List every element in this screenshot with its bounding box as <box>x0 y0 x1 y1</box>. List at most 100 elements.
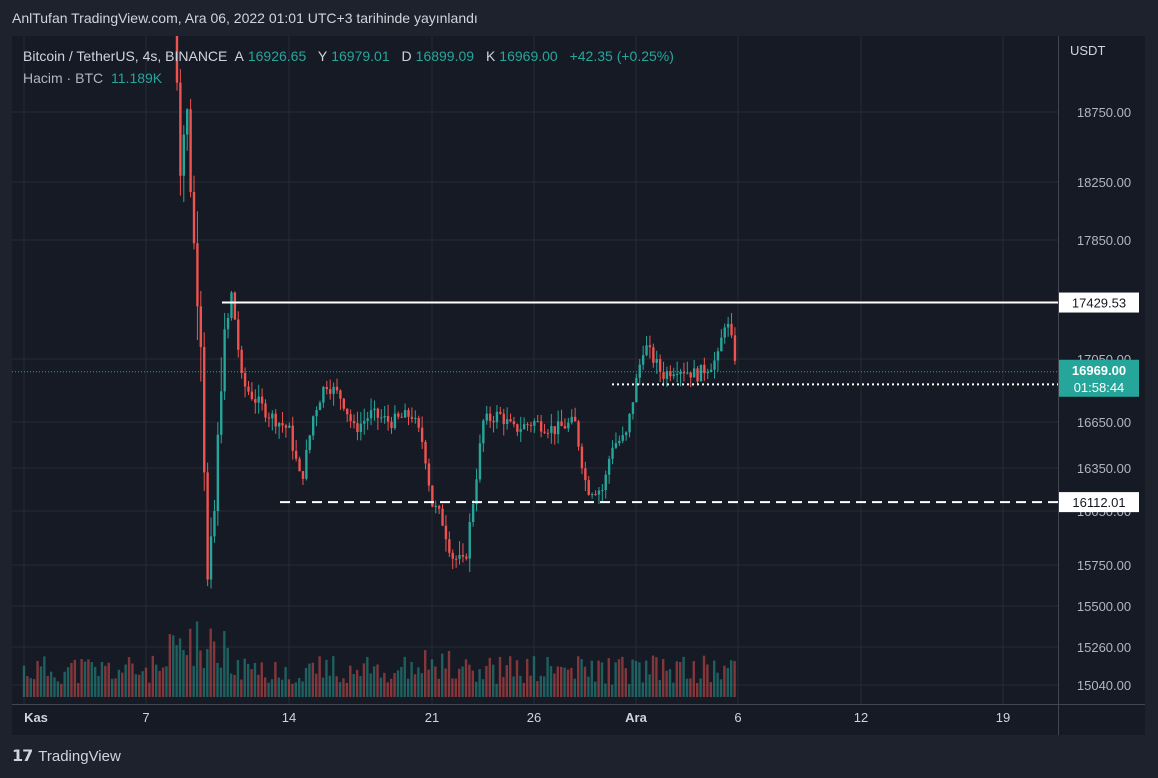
volume-bar <box>178 638 182 697</box>
candle-body <box>230 292 233 318</box>
volume-bar <box>308 663 311 697</box>
candle-body <box>570 416 573 423</box>
candle-body <box>386 415 390 422</box>
volume-bar <box>212 641 216 697</box>
candle-body <box>380 417 383 419</box>
volume-bar <box>260 662 263 697</box>
candle-body <box>267 417 271 419</box>
candle-body <box>604 474 607 491</box>
volume-bar <box>355 669 359 697</box>
candle-body <box>410 416 414 419</box>
volume-bar <box>199 650 202 697</box>
candle-body <box>339 390 342 399</box>
volume-row: Hacim · BTC 11.189K <box>23 67 678 89</box>
candle-body <box>444 525 448 540</box>
candle-body <box>223 329 226 392</box>
candle-body <box>359 423 363 433</box>
candle-body <box>675 374 679 376</box>
volume-bar <box>192 665 195 697</box>
candle-body <box>638 364 641 378</box>
candle-body <box>587 480 590 495</box>
volume-bar <box>675 661 678 697</box>
high-label: Y <box>317 48 328 64</box>
volume-bar <box>529 675 532 697</box>
candle-body <box>383 415 386 418</box>
volume-bar <box>383 672 386 697</box>
volume-bar <box>451 678 454 697</box>
low-label: D <box>401 48 412 64</box>
candle-body <box>277 423 281 427</box>
y-tick-label: 18250.00 <box>1077 175 1131 190</box>
y-tick-label: 15500.00 <box>1077 599 1131 614</box>
volume-bar <box>634 660 638 697</box>
candle-body <box>329 389 332 394</box>
volume-bar <box>376 664 379 697</box>
volume-bar <box>280 679 284 697</box>
volume-bar <box>219 667 223 697</box>
candle-body <box>332 386 335 394</box>
volume-bar <box>723 665 726 697</box>
volume-bar <box>318 656 321 697</box>
candle-body <box>641 355 645 365</box>
volume-bar <box>80 659 83 697</box>
candle-body <box>335 386 339 391</box>
chart-panel[interactable]: 15040.0015260.0015500.0015750.0016050.00… <box>12 36 1145 735</box>
volume-bar <box>36 660 39 697</box>
candle-body <box>492 420 495 423</box>
volume-bar <box>597 660 600 697</box>
candle-body <box>311 416 315 436</box>
candle-body <box>403 410 407 418</box>
candle-body <box>597 490 601 495</box>
close-value: 16969.00 <box>499 48 558 64</box>
volume-bar <box>413 674 417 697</box>
volume-bar <box>543 676 546 697</box>
candle-body <box>284 425 288 428</box>
volume-bar <box>202 668 206 697</box>
candle-body <box>648 345 652 348</box>
volume-label[interactable]: Hacim · BTC <box>23 70 104 86</box>
x-tick-label: 26 <box>527 710 541 725</box>
volume-bar <box>447 650 451 697</box>
candle-body <box>703 364 706 374</box>
volume-bar <box>53 677 56 697</box>
brand-name: TradingView <box>38 747 121 765</box>
volume-bar <box>600 662 604 697</box>
candle-body <box>461 554 465 557</box>
symbol-label[interactable]: Bitcoin / TetherUS, 4s, BINANCE <box>23 48 228 64</box>
candle-body <box>669 371 672 377</box>
level-price-label: 17429.53 <box>1072 296 1126 311</box>
currency-label[interactable]: USDT <box>1070 43 1106 58</box>
x-tick-label: 21 <box>425 710 439 725</box>
candlestick-chart[interactable]: 15040.0015260.0015500.0015750.0016050.00… <box>12 36 1145 735</box>
ohlc-row: Bitcoin / TetherUS, 4s, BINANCE A 16926.6… <box>23 45 678 67</box>
volume-bar <box>223 631 226 697</box>
volume-bar <box>63 671 66 697</box>
candle-body <box>706 372 709 374</box>
volume-bar <box>22 665 26 697</box>
volume-bar <box>713 660 716 697</box>
tradingview-brand[interactable]: 𝟭𝟳 TradingView <box>12 746 121 766</box>
last-price-tag <box>1059 359 1139 397</box>
volume-bar <box>335 676 338 697</box>
volume-bar <box>580 659 583 697</box>
volume-bar <box>733 661 736 697</box>
volume-bar <box>77 683 80 697</box>
candle-body <box>607 458 611 475</box>
volume-bar <box>134 674 138 697</box>
volume-bar <box>430 659 434 697</box>
close-label: K <box>485 48 496 64</box>
candle-body <box>546 432 550 434</box>
volume-bar <box>311 662 315 697</box>
volume-bar <box>437 678 440 697</box>
candle-body <box>420 427 424 442</box>
volume-bar <box>563 667 566 697</box>
volume-bar <box>127 657 131 697</box>
high-value: 16979.01 <box>331 48 390 64</box>
volume-bar <box>49 671 53 697</box>
volume-bar <box>257 674 260 697</box>
last-price-label: 16969.00 <box>1072 363 1126 378</box>
volume-bar <box>29 678 32 697</box>
volume-bar <box>121 672 124 697</box>
candle-body <box>618 440 621 444</box>
volume-bar <box>566 669 570 697</box>
